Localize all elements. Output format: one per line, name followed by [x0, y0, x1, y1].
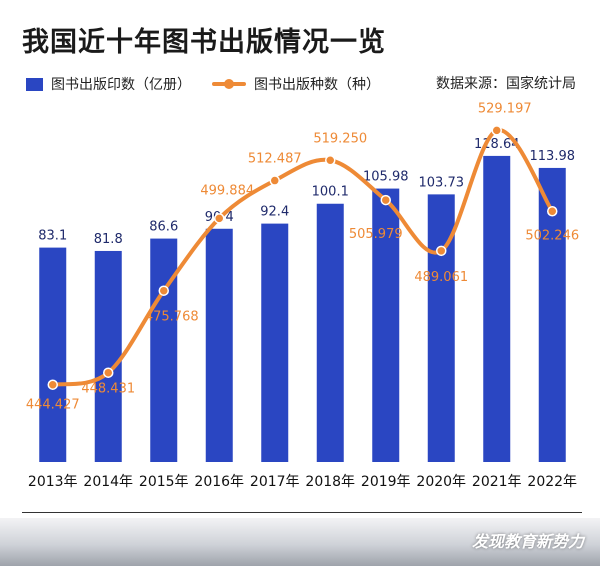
x-tick-label: 2018年 [305, 474, 355, 490]
legend-item-line: 图书出版种数（种） [212, 72, 380, 96]
line-point-1 [103, 367, 114, 378]
x-tick-label: 2020年 [416, 474, 466, 490]
line-point-4 [269, 175, 280, 186]
x-tick-label: 2015年 [139, 474, 189, 490]
line-value-label: 489.061 [414, 270, 468, 285]
x-axis-baseline [22, 512, 582, 513]
line-point-9 [547, 206, 558, 217]
line-value-label: 502.246 [525, 228, 579, 243]
bar-6 [372, 188, 400, 462]
line-value-label: 529.197 [478, 101, 532, 116]
line-value-label: 519.250 [313, 131, 367, 146]
bar-8 [483, 155, 511, 462]
bar-value-label: 105.98 [363, 170, 409, 185]
x-tick-label: 2022年 [527, 474, 577, 490]
footer-band: 发现教育新势力 [0, 518, 600, 566]
line-value-label: 505.979 [349, 227, 403, 242]
x-tick-label: 2021年 [472, 474, 522, 490]
x-tick-label: 2017年 [250, 474, 300, 490]
bar-0 [39, 247, 67, 462]
bar-value-label: 103.73 [419, 175, 465, 190]
line-point-8 [491, 125, 502, 136]
bar-4 [261, 223, 289, 462]
line-value-label: 448.431 [81, 382, 135, 397]
chart-plot: 83.181.886.690.492.4100.1105.98103.73118… [26, 101, 579, 490]
bar-value-label: 92.4 [260, 205, 289, 220]
legend-bar-label: 图书出版印数（亿册） [51, 77, 191, 93]
line-point-7 [436, 245, 447, 257]
line-point-6 [380, 194, 391, 206]
line-value-label: 444.427 [26, 398, 80, 413]
bar-value-label: 81.8 [94, 232, 123, 247]
watermark-logo: 发现教育新势力 [471, 532, 584, 551]
line-series [50, 128, 555, 387]
x-tick-label: 2016年 [194, 474, 244, 490]
bar-1 [94, 250, 122, 462]
data-source: 数据来源：国家统计局 [436, 76, 576, 92]
line-point-5 [325, 155, 336, 166]
legend: 图书出版印数（亿册） 图书出版种数（种） 数据来源：国家统计局 [22, 72, 582, 96]
bar-value-label: 86.6 [149, 220, 178, 235]
legend-line-label: 图书出版种数（种） [254, 77, 380, 93]
bar-2 [150, 238, 178, 462]
line-point-2 [158, 285, 169, 296]
legend-bar-swatch [26, 77, 43, 91]
bar-5 [316, 203, 344, 462]
bar-value-label: 83.1 [38, 229, 67, 244]
legend-item-bar: 图书出版印数（亿册） [26, 72, 191, 96]
line-value-label: 475.768 [145, 310, 199, 325]
bar-3 [205, 228, 233, 462]
x-tick-label: 2014年 [83, 474, 133, 490]
line-value-label: 512.487 [248, 152, 302, 167]
x-tick-label: 2013年 [28, 474, 78, 490]
bar-value-label: 100.1 [312, 185, 349, 200]
line-value-label: 499.884 [200, 183, 254, 198]
x-tick-label: 2019年 [361, 474, 411, 490]
chart-title: 我国近十年图书出版情况一览 [22, 27, 386, 58]
line-point-0 [47, 379, 58, 390]
line-point-3 [214, 213, 225, 224]
legend-line-swatch [212, 78, 246, 90]
bar-9 [538, 167, 566, 463]
bar-value-label: 113.98 [530, 149, 576, 164]
